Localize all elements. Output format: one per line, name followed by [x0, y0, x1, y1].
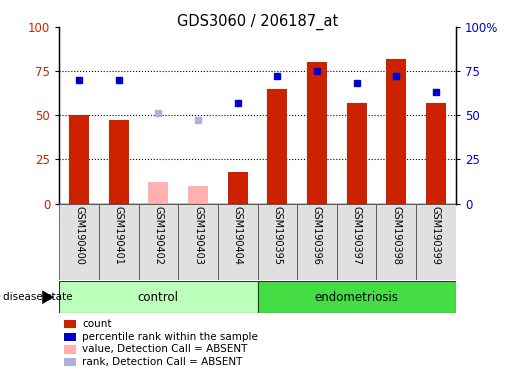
Text: GSM190401: GSM190401: [114, 206, 124, 265]
Text: GDS3060 / 206187_at: GDS3060 / 206187_at: [177, 13, 338, 30]
Text: control: control: [138, 291, 179, 304]
Bar: [59, 204, 99, 280]
Text: count: count: [82, 319, 112, 329]
Text: GSM190398: GSM190398: [391, 206, 401, 265]
Text: GSM190396: GSM190396: [312, 206, 322, 265]
Text: GSM190395: GSM190395: [272, 206, 282, 265]
Text: GSM190397: GSM190397: [352, 206, 362, 265]
Bar: [139, 204, 178, 280]
Bar: [337, 204, 376, 280]
Text: percentile rank within the sample: percentile rank within the sample: [82, 332, 259, 342]
Bar: [258, 204, 297, 280]
Bar: [386, 59, 406, 204]
Text: GSM190402: GSM190402: [153, 206, 163, 265]
Bar: [228, 172, 248, 204]
Text: endometriosis: endometriosis: [315, 291, 399, 304]
Text: rank, Detection Call = ABSENT: rank, Detection Call = ABSENT: [82, 357, 243, 367]
Text: disease state: disease state: [3, 292, 72, 302]
Bar: [297, 204, 337, 280]
Bar: [99, 204, 139, 280]
Bar: [59, 281, 258, 313]
Text: value, Detection Call = ABSENT: value, Detection Call = ABSENT: [82, 344, 248, 354]
Bar: [188, 186, 208, 204]
Bar: [258, 281, 456, 313]
Bar: [109, 121, 129, 204]
Bar: [347, 103, 367, 204]
Bar: [218, 204, 258, 280]
Text: GSM190404: GSM190404: [233, 206, 243, 265]
Bar: [69, 115, 89, 204]
Bar: [416, 204, 456, 280]
Bar: [376, 204, 416, 280]
Text: GSM190399: GSM190399: [431, 206, 441, 265]
Bar: [307, 62, 327, 204]
Bar: [267, 89, 287, 204]
Bar: [426, 103, 446, 204]
Bar: [178, 204, 218, 280]
Bar: [148, 182, 168, 204]
Text: GSM190400: GSM190400: [74, 206, 84, 265]
Text: GSM190403: GSM190403: [193, 206, 203, 265]
